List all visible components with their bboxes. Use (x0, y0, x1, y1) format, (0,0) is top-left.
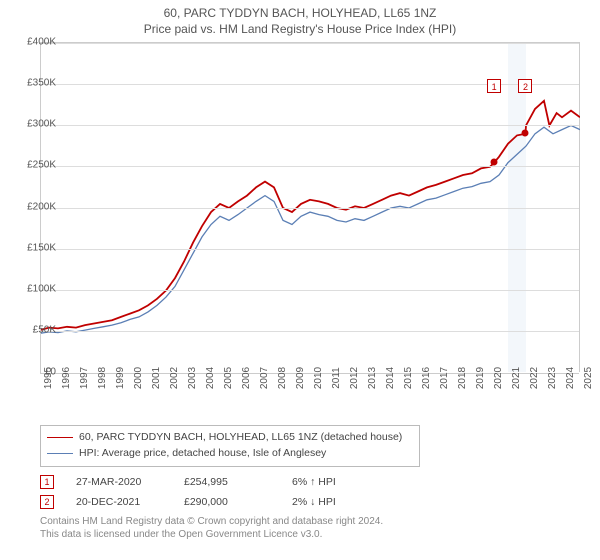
x-axis-label: 2018 (457, 366, 468, 388)
y-axis-label: £50K (33, 325, 56, 336)
legend-swatch-hpi (47, 453, 73, 454)
licence-line-2: This data is licensed under the Open Gov… (40, 528, 580, 542)
legend-swatch-property (47, 437, 73, 438)
x-axis-label: 2005 (223, 366, 234, 388)
x-axis-label: 2004 (205, 366, 216, 388)
x-axis-label: 2014 (385, 366, 396, 388)
sale-dot (491, 159, 498, 166)
x-axis-label: 2015 (403, 366, 414, 388)
x-axis-label: 1996 (61, 366, 72, 388)
sale-marker-label: 2 (518, 79, 532, 93)
table-row: 2 20-DEC-2021 £290,000 2% ↓ HPI (40, 495, 580, 509)
sale-delta: 2% ↓ HPI (292, 496, 382, 508)
sale-marker-2: 2 (40, 495, 54, 509)
chart-area: 12 £0£50K£100K£150K£200K£250K£300K£350K£… (40, 42, 600, 422)
legend-item-property: 60, PARC TYDDYN BACH, HOLYHEAD, LL65 1NZ… (47, 430, 413, 446)
table-row: 1 27-MAR-2020 £254,995 6% ↑ HPI (40, 475, 580, 489)
licence-text: Contains HM Land Registry data © Crown c… (40, 515, 580, 542)
x-axis-label: 2003 (187, 366, 198, 388)
x-axis-label: 2011 (331, 367, 342, 389)
gridline (40, 208, 579, 209)
x-axis-label: 1995 (43, 366, 54, 388)
sale-date: 27-MAR-2020 (76, 476, 166, 488)
x-axis-label: 2001 (151, 366, 162, 388)
sale-delta: 6% ↑ HPI (292, 476, 382, 488)
x-axis-label: 2006 (241, 366, 252, 388)
sale-price: £290,000 (184, 496, 274, 508)
x-axis-label: 2012 (349, 366, 360, 388)
y-axis-label: £300K (27, 119, 56, 130)
page-subtitle: Price paid vs. HM Land Registry's House … (0, 22, 600, 40)
x-axis-label: 1998 (97, 366, 108, 388)
legend-label-property: 60, PARC TYDDYN BACH, HOLYHEAD, LL65 1NZ… (79, 430, 402, 446)
gridline (40, 166, 579, 167)
gridline (40, 290, 579, 291)
x-axis-label: 2009 (295, 366, 306, 388)
x-axis-label: 2022 (529, 366, 540, 388)
sale-dot (522, 130, 529, 137)
x-axis-label: 2023 (547, 366, 558, 388)
gridline (40, 43, 579, 44)
x-axis-label: 2013 (367, 366, 378, 388)
sale-price: £254,995 (184, 476, 274, 488)
x-axis-label: 2025 (583, 366, 594, 388)
sale-date: 20-DEC-2021 (76, 496, 166, 508)
y-axis-label: £200K (27, 201, 56, 212)
sale-marker-1: 1 (40, 475, 54, 489)
x-axis-label: 2019 (475, 366, 486, 388)
gridline (40, 125, 579, 126)
sale-marker-label: 1 (487, 79, 501, 93)
plot-area: 12 (40, 42, 580, 372)
legend: 60, PARC TYDDYN BACH, HOLYHEAD, LL65 1NZ… (40, 425, 420, 467)
x-axis-label: 2021 (511, 366, 522, 388)
x-axis-label: 2017 (439, 366, 450, 388)
x-axis-label: 2016 (421, 366, 432, 388)
x-axis-label: 2007 (259, 366, 270, 388)
page-title: 60, PARC TYDDYN BACH, HOLYHEAD, LL65 1NZ (0, 0, 600, 22)
y-axis-label: £250K (27, 160, 56, 171)
x-axis-label: 2000 (133, 366, 144, 388)
sales-table: 1 27-MAR-2020 £254,995 6% ↑ HPI 2 20-DEC… (40, 475, 580, 509)
x-axis-label: 2024 (565, 366, 576, 388)
x-axis-label: 2010 (313, 366, 324, 388)
y-axis-label: £350K (27, 77, 56, 88)
x-axis-label: 1997 (79, 366, 90, 388)
licence-line-1: Contains HM Land Registry data © Crown c… (40, 515, 580, 529)
x-axis-label: 1999 (115, 366, 126, 388)
x-axis-label: 2002 (169, 366, 180, 388)
y-axis-label: £100K (27, 284, 56, 295)
series-line-property (40, 100, 580, 329)
x-axis-label: 2020 (493, 366, 504, 388)
legend-label-hpi: HPI: Average price, detached house, Isle… (79, 446, 326, 462)
y-axis-label: £150K (27, 242, 56, 253)
gridline (40, 249, 579, 250)
legend-item-hpi: HPI: Average price, detached house, Isle… (47, 446, 413, 462)
x-axis-label: 2008 (277, 366, 288, 388)
gridline (40, 331, 579, 332)
y-axis-label: £400K (27, 36, 56, 47)
